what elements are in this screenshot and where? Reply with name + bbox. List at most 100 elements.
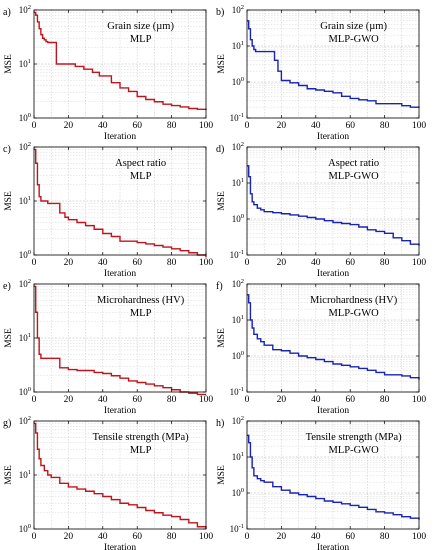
panel-title-property: Grain size (µm) <box>107 21 174 32</box>
x-tick-label: 80 <box>380 121 390 131</box>
panel-g: 0 20 40 60 80 100 100 101 102 Iteration MSE g) Tensi… <box>3 415 213 550</box>
y-tick-label: 102 <box>19 415 31 426</box>
y-tick-label: 100 <box>19 386 31 397</box>
x-tick-label: 0 <box>32 395 37 405</box>
y-axis-label: MSE <box>217 328 227 348</box>
panel-letter: h) <box>216 418 224 429</box>
mse-series-line <box>247 434 420 520</box>
panel-title-property: Tensile strength (MPa) <box>306 432 403 443</box>
x-tick-label: 0 <box>32 258 37 268</box>
panel-f: 0 20 40 60 80 100 10-1 100 101 102 Iteration MSE f) M… <box>216 278 426 416</box>
x-tick-label: 60 <box>345 532 355 542</box>
x-axis-label: Iteration <box>104 132 136 142</box>
y-tick-label: 101 <box>232 314 244 325</box>
panel-title-model: MLP-GWO <box>329 34 380 45</box>
panel-title-model: MLP <box>130 308 152 319</box>
x-tick-label: 100 <box>412 121 427 131</box>
x-tick-label: 60 <box>345 258 355 268</box>
x-tick-label: 40 <box>311 258 321 268</box>
x-tick-label: 20 <box>277 258 287 268</box>
x-tick-label: 0 <box>32 532 37 542</box>
x-tick-label: 20 <box>64 395 74 405</box>
y-tick-label: 102 <box>19 278 31 289</box>
x-tick-label: 20 <box>277 121 287 131</box>
x-tick-label: 40 <box>98 121 108 131</box>
y-tick-label: 102 <box>232 141 244 152</box>
panel-letter: f) <box>216 281 223 292</box>
y-tick-label: 100 <box>19 523 31 534</box>
x-tick-label: 80 <box>380 395 390 405</box>
mse-series-line <box>247 165 420 246</box>
x-axis-label: Iteration <box>104 543 136 550</box>
panel-title-model: MLP-GWO <box>329 171 380 182</box>
panel-letter: a) <box>3 7 11 18</box>
y-tick-label: 10-1 <box>230 112 244 123</box>
x-tick-label: 20 <box>64 532 74 542</box>
y-tick-label: 101 <box>19 195 31 206</box>
x-tick-label: 60 <box>345 121 355 131</box>
panel-letter: g) <box>3 418 11 429</box>
y-tick-label: 101 <box>232 451 244 462</box>
x-tick-label: 40 <box>98 532 108 542</box>
panel-title-property: Grain size (µm) <box>320 21 387 32</box>
x-axis-label: Iteration <box>317 269 349 279</box>
y-axis-label: MSE <box>4 54 14 74</box>
x-axis-label: Iteration <box>104 406 136 416</box>
y-tick-label: 10-1 <box>230 386 244 397</box>
panel-letter: e) <box>3 281 11 292</box>
y-tick-label: 100 <box>232 213 244 224</box>
panel-title-model: MLP <box>130 445 152 456</box>
x-tick-label: 100 <box>199 258 214 268</box>
axes-box <box>246 9 420 119</box>
panel-h: 0 20 40 60 80 100 10-1 100 101 102 Iteration MSE h) T… <box>216 415 426 550</box>
y-tick-label: 102 <box>232 415 244 426</box>
y-axis-label: MSE <box>217 54 227 74</box>
x-tick-label: 80 <box>167 121 177 131</box>
x-tick-label: 40 <box>98 395 108 405</box>
x-tick-label: 80 <box>167 258 177 268</box>
axes-box <box>246 420 420 530</box>
y-tick-label: 101 <box>232 40 244 51</box>
mse-series-line <box>34 11 207 111</box>
x-tick-label: 0 <box>245 258 250 268</box>
panel-b: 0 20 40 60 80 100 10-1 100 101 102 Iteration MSE b) G… <box>216 4 426 142</box>
y-tick-label: 101 <box>19 332 31 343</box>
x-axis-label: Iteration <box>317 406 349 416</box>
x-tick-label: 80 <box>167 532 177 542</box>
y-axis-label: MSE <box>4 328 14 348</box>
panel-title-model: MLP-GWO <box>329 445 380 456</box>
y-tick-label: 100 <box>232 76 244 87</box>
y-tick-label: 101 <box>232 177 244 188</box>
x-tick-label: 40 <box>311 395 321 405</box>
x-tick-label: 60 <box>345 395 355 405</box>
x-tick-label: 100 <box>412 532 427 542</box>
y-tick-label: 100 <box>232 487 244 498</box>
x-tick-label: 40 <box>311 532 321 542</box>
y-tick-label: 102 <box>232 4 244 15</box>
x-tick-label: 0 <box>32 121 37 131</box>
y-tick-label: 101 <box>19 58 31 69</box>
panel-title-property: Microhardness (HV) <box>97 295 185 306</box>
panel-title-model: MLP <box>130 34 152 45</box>
panel-c: 0 20 40 60 80 100 100 101 102 Iteration MSE c) Aspec… <box>3 141 213 279</box>
x-tick-label: 0 <box>245 121 250 131</box>
x-tick-label: 60 <box>132 395 142 405</box>
y-tick-label: 102 <box>19 4 31 15</box>
mse-series-line <box>247 294 420 380</box>
y-tick-label: 102 <box>232 278 244 289</box>
x-tick-label: 100 <box>199 532 214 542</box>
panel-title-property: Aspect ratio <box>115 158 166 169</box>
y-tick-label: 101 <box>19 469 31 480</box>
x-tick-label: 60 <box>132 258 142 268</box>
x-tick-label: 80 <box>380 258 390 268</box>
x-tick-label: 0 <box>245 532 250 542</box>
x-axis-label: Iteration <box>317 543 349 550</box>
y-tick-label: 100 <box>19 112 31 123</box>
x-tick-label: 100 <box>199 395 214 405</box>
x-tick-label: 60 <box>132 121 142 131</box>
axes-box <box>246 283 420 393</box>
axes-box <box>246 146 420 256</box>
panel-title-model: MLP-GWO <box>329 308 380 319</box>
panel-title-property: Tensile strength (MPa) <box>93 432 190 443</box>
x-axis-label: Iteration <box>317 132 349 142</box>
